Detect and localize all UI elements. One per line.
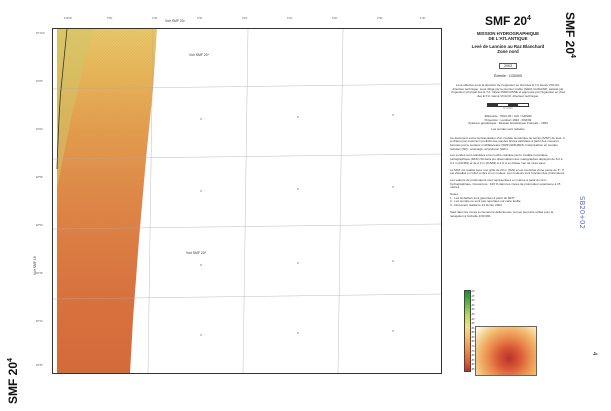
grid-mark bbox=[297, 188, 299, 190]
description-4: Les valeurs de profondeurs sont représen… bbox=[450, 177, 561, 190]
grid-mark bbox=[297, 116, 299, 118]
grid-mark bbox=[200, 190, 202, 192]
sheet-label-left: SMF 204 bbox=[6, 358, 20, 404]
legend-label: -40 bbox=[471, 317, 475, 321]
description-2: Les sondes sont calculées et la courbe c… bbox=[450, 153, 563, 165]
graticule-line bbox=[53, 293, 441, 300]
survey-hatching bbox=[57, 29, 157, 373]
survey-zone: Zone nord bbox=[497, 49, 519, 54]
legend-label: -95 bbox=[471, 368, 475, 371]
organisation-line-1: MISSION HYDROGRAPHIQUE bbox=[476, 31, 540, 36]
legend-label: -70 bbox=[471, 345, 475, 349]
handwritten-note: SB20+02 bbox=[578, 196, 586, 229]
legend-label: -80 bbox=[471, 354, 475, 358]
legend-label: -55 bbox=[471, 331, 475, 335]
adjacent-sheet-mid: Voir SMF 20⁵ bbox=[186, 251, 207, 255]
survey-name: Levé de Lannion au Raz Blanchard bbox=[471, 44, 545, 49]
legend-label: -65 bbox=[471, 340, 475, 344]
grid-mark bbox=[297, 262, 299, 264]
legend-relief-inset bbox=[475, 326, 537, 376]
tick-label: 48°55' bbox=[36, 176, 43, 179]
grid-mark bbox=[200, 118, 202, 120]
graticule-line bbox=[53, 153, 441, 160]
tick-label: 49°00' bbox=[36, 128, 43, 131]
grid-mark bbox=[392, 114, 394, 116]
adjacent-sheet-right-top: Voir SMF 20⁴ bbox=[189, 53, 210, 57]
survey-credits: Levé effectué sous la direction de l'ing… bbox=[451, 83, 565, 99]
depth-legend: -10 -15 -20 -25 -30 -35 -40 -45 -50 -55 -60 -65 -70-… bbox=[458, 290, 498, 380]
graticule-line bbox=[53, 223, 441, 230]
tick-label: 3°20' bbox=[242, 17, 248, 20]
legend-label: -10 bbox=[471, 290, 475, 293]
map-frame: Voir SMF 20² Voir SMF 20⁴ Voir SMF 20⁵ V… bbox=[33, 19, 442, 374]
grid-mark bbox=[200, 334, 202, 336]
legend-label: -30 bbox=[471, 308, 475, 312]
tick-label: 48°50' bbox=[36, 224, 43, 227]
legend-label: -25 bbox=[471, 303, 475, 307]
legend-label: -15 bbox=[471, 294, 475, 298]
grid-mark bbox=[392, 260, 394, 262]
notes: Notes : 1 - Les isobathes sont générées … bbox=[450, 192, 522, 208]
tick-label: 2°50' bbox=[377, 17, 383, 20]
survey-year: 2003 bbox=[499, 63, 517, 69]
legend-label: -60 bbox=[471, 335, 475, 339]
graticule-line bbox=[242, 29, 249, 373]
tick-label: 48°45' bbox=[36, 272, 43, 275]
tick-label: 3°10' bbox=[287, 17, 293, 20]
legend-label: -45 bbox=[471, 322, 475, 326]
top-ticks: 4°00'W 3°50' 3°40' 3°30' 3°20' 3°10' 3°0… bbox=[52, 17, 442, 23]
tick-label: 3°40' bbox=[152, 17, 158, 20]
description-5: Sauf dans les zones à couverture défectu… bbox=[450, 209, 554, 218]
organisation-line-2: DE L'ATLANTIQUE bbox=[488, 36, 528, 41]
tick-label: 48°35' bbox=[36, 364, 43, 367]
legend-label: -85 bbox=[471, 358, 475, 362]
grid-mark bbox=[392, 186, 394, 188]
datum-info: Ellipsoïde : WGS 84 / IAG / GRS80 Projec… bbox=[468, 113, 548, 131]
scale-bar bbox=[487, 102, 529, 107]
page-number: 4 bbox=[591, 352, 597, 356]
graticule-line bbox=[147, 29, 154, 373]
grid-mark bbox=[297, 332, 299, 334]
grid-mark bbox=[392, 330, 394, 332]
legend-labels: -10 -15 -20 -25 -30 -35 -40 -45 -50 -55 -60 -65 -70-… bbox=[471, 290, 491, 371]
scale-label: Échelle : 1/30000 bbox=[494, 74, 522, 78]
left-ticks: 49°10'N 49°05' 49°00' 48°55' 48°50' 48°4… bbox=[36, 28, 50, 372]
tick-label: 3°50' bbox=[107, 17, 113, 20]
scale-bar-labels: 0 1 2 km bbox=[503, 106, 513, 110]
shallow-zone bbox=[57, 29, 93, 189]
legend-label: -20 bbox=[471, 299, 475, 303]
legend-colorbar bbox=[464, 290, 471, 372]
legend-label: -35 bbox=[471, 312, 475, 316]
adjacent-sheet-top: Voir SMF 20² bbox=[165, 19, 185, 23]
tick-label: 3°00' bbox=[332, 17, 338, 20]
legend-label: -50 bbox=[471, 326, 475, 330]
panel-title: SMF 204 bbox=[485, 14, 531, 28]
description-1: Ce document est la représentation d'un m… bbox=[450, 135, 565, 151]
legend-label: -75 bbox=[471, 349, 475, 353]
tick-label: 4°00'W bbox=[64, 17, 72, 20]
tick-label: 3°30' bbox=[197, 17, 203, 20]
graticule-line bbox=[337, 29, 344, 373]
description-3: Le MNT est réalisé avec une grille de 20… bbox=[450, 167, 566, 176]
title-block: SMF 204 MISSION HYDROGRAPHIQUE DE L'ATLA… bbox=[450, 14, 566, 218]
grid-mark bbox=[200, 264, 202, 266]
legend-label: -90 bbox=[471, 363, 475, 367]
bathymetry-map bbox=[53, 29, 441, 373]
tick-label: 49°05' bbox=[36, 80, 43, 83]
tick-label: 2°40' bbox=[420, 17, 426, 20]
tick-label: 48°40' bbox=[36, 320, 43, 323]
tick-label: 49°10'N bbox=[36, 32, 45, 35]
